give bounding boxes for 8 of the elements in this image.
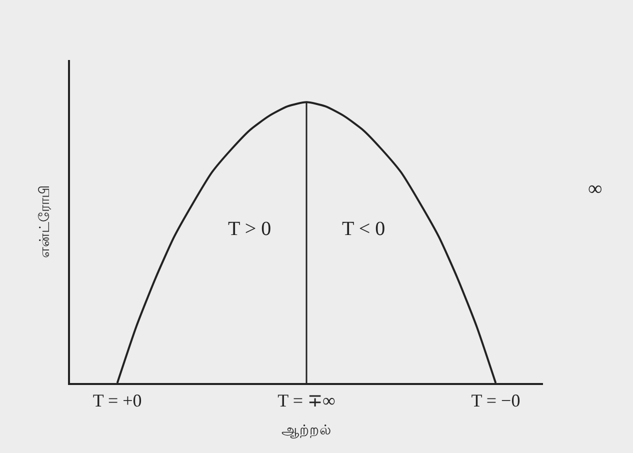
x-tick-label: T = ∓∞ (278, 390, 336, 411)
y-axis-title: என்ட்ரோபி (37, 185, 54, 258)
text: ∞ (588, 178, 602, 200)
annotation: T < 0 (342, 218, 386, 240)
x-tick-label: T = +0 (92, 390, 142, 411)
annotation: T > 0 (228, 218, 272, 240)
x-tick-label: T = −0 (471, 390, 520, 411)
x-axis-title: ஆற்றல் (282, 422, 332, 438)
